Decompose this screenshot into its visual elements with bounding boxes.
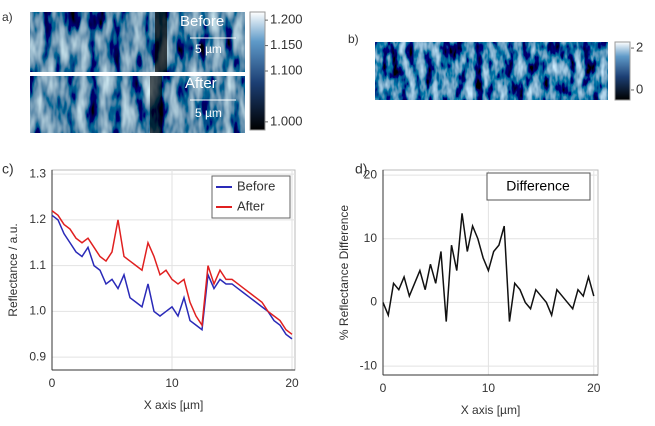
legend-label: Before (237, 178, 275, 193)
y-tick-label: 20 (364, 167, 378, 181)
scale-label: 5 µm (195, 106, 222, 120)
x-tick-label: 10 (482, 381, 496, 395)
colorbar (614, 41, 631, 101)
annotation-box (486, 172, 591, 201)
colorbar-tick-label: 1.000 (270, 113, 303, 128)
data-line (51, 214, 293, 340)
colorbar-tick-label: 1.100 (270, 62, 303, 77)
y-tick-label: 1.1 (29, 258, 46, 272)
colorbar (249, 11, 266, 131)
annotation: Difference (506, 178, 570, 194)
map-after (30, 76, 245, 133)
panel-label: c) (2, 161, 14, 177)
map-feature (155, 12, 167, 72)
y-axis-label: % Reflectance Difference (337, 205, 351, 341)
y-tick-label: 1.0 (29, 304, 46, 318)
legend (211, 175, 291, 219)
data-line (382, 213, 595, 322)
x-tick-label: 20 (587, 381, 601, 395)
data-line (51, 210, 293, 335)
y-tick-label: 0.9 (29, 349, 46, 363)
map-feature (150, 76, 162, 133)
panel-label: a) (2, 10, 13, 24)
map-label: After (185, 75, 217, 92)
x-tick-label: 0 (380, 381, 387, 395)
legend-label: After (237, 198, 265, 213)
plot-area (382, 169, 599, 376)
colorbar-tick-label: 2 (636, 40, 643, 55)
y-tick-label: 1.3 (29, 166, 46, 180)
x-axis-label: X axis [µm] (461, 403, 521, 417)
y-tick-label: 1.2 (29, 212, 46, 226)
colorbar-tick-label: 1.200 (270, 12, 303, 27)
panel-label: b) (348, 32, 359, 46)
colorbar-tick-label: 1.150 (270, 37, 303, 52)
y-tick-label: 0 (370, 295, 377, 309)
y-tick-label: -10 (360, 358, 378, 372)
map-difference (375, 42, 608, 100)
panel-label: d) (355, 161, 367, 177)
map-label: Before (180, 13, 224, 30)
y-tick-label: 10 (364, 231, 378, 245)
map-before (30, 12, 245, 72)
colorbar-tick-label: 0 (636, 81, 643, 96)
scale-label: 5 µm (195, 42, 222, 56)
x-tick-label: 20 (285, 376, 299, 390)
y-axis-label: Reflectance / a.u. (6, 223, 20, 316)
x-tick-label: 0 (49, 376, 56, 390)
x-tick-label: 10 (165, 376, 179, 390)
x-axis-label: X axis [µm] (144, 398, 204, 412)
